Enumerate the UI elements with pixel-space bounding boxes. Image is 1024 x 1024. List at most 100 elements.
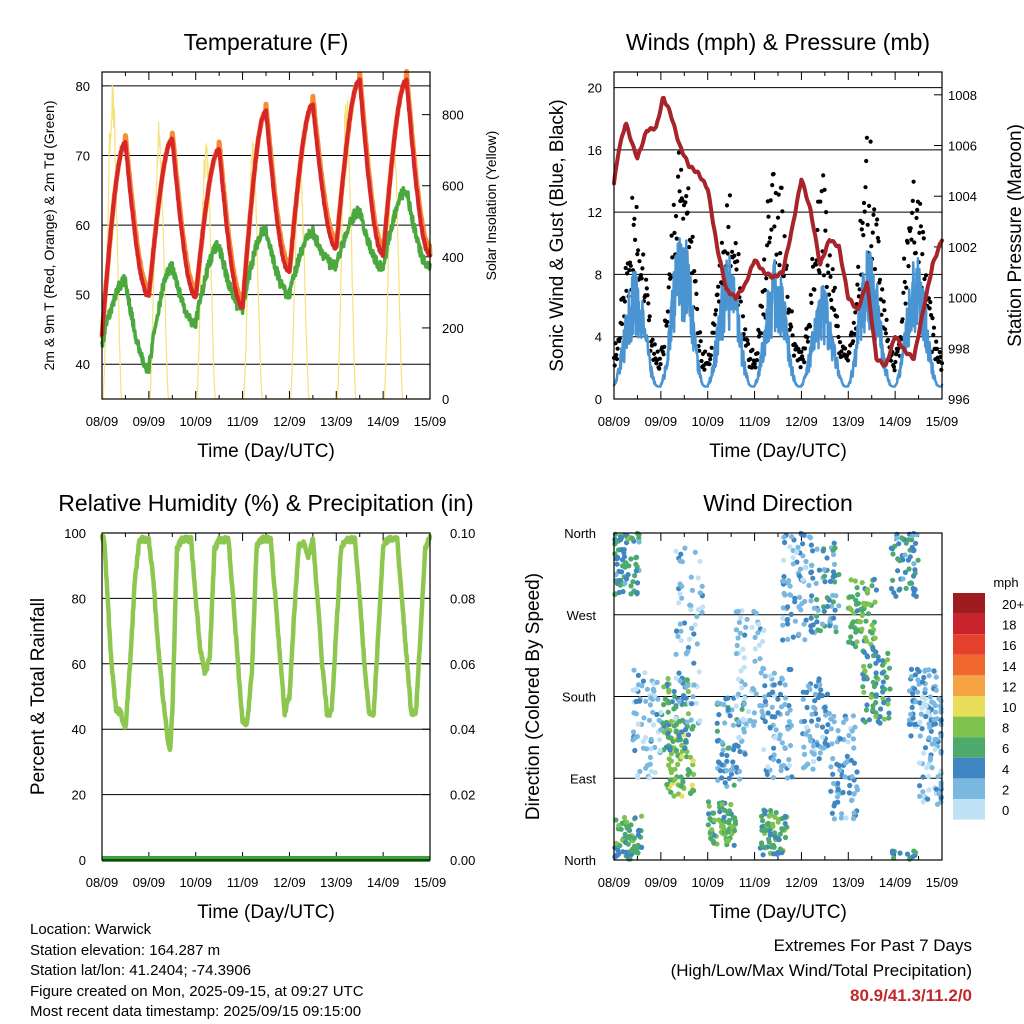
direction-point bbox=[706, 811, 712, 817]
direction-point bbox=[733, 764, 740, 771]
direction-point bbox=[828, 726, 834, 732]
direction-point bbox=[643, 698, 649, 704]
direction-point bbox=[668, 789, 674, 795]
solar-insolation-line bbox=[102, 84, 431, 400]
direction-point bbox=[849, 728, 855, 734]
direction-point bbox=[731, 782, 737, 788]
direction-point bbox=[762, 694, 768, 700]
direction-point bbox=[650, 709, 656, 715]
direction-point bbox=[801, 744, 807, 750]
direction-point bbox=[622, 580, 628, 587]
direction-point bbox=[707, 816, 713, 822]
direction-point bbox=[642, 670, 648, 676]
direction-point bbox=[616, 577, 622, 584]
direction-point bbox=[692, 622, 698, 628]
direction-point bbox=[918, 711, 924, 717]
gust-point bbox=[713, 308, 719, 313]
gust-point bbox=[646, 301, 651, 306]
direction-point bbox=[676, 698, 682, 704]
gust-point bbox=[761, 312, 766, 317]
direction-point bbox=[773, 810, 779, 816]
direction-point bbox=[808, 598, 814, 604]
direction-point bbox=[809, 593, 815, 599]
gust-point bbox=[865, 222, 870, 227]
y-tick-label: 20 bbox=[588, 81, 602, 96]
direction-point bbox=[788, 611, 794, 618]
gust-point bbox=[655, 349, 660, 354]
legend-label: 4 bbox=[1002, 762, 1009, 777]
direction-point bbox=[721, 814, 727, 820]
gust-point bbox=[927, 306, 932, 311]
direction-point bbox=[770, 842, 777, 848]
gust-point bbox=[668, 275, 674, 280]
direction-point bbox=[789, 534, 795, 540]
legend-swatch bbox=[953, 696, 985, 717]
direction-point bbox=[860, 684, 866, 690]
direction-point bbox=[853, 644, 859, 650]
direction-point bbox=[647, 702, 654, 708]
direction-point bbox=[656, 737, 663, 743]
direction-point bbox=[760, 712, 766, 719]
gust-point bbox=[880, 287, 885, 292]
y-tick-label: 50 bbox=[76, 288, 90, 303]
plot-border bbox=[613, 532, 943, 861]
direction-point bbox=[786, 666, 792, 673]
gust-point bbox=[780, 209, 785, 214]
gust-point bbox=[636, 248, 641, 253]
direction-point bbox=[615, 847, 621, 853]
direction-point bbox=[682, 745, 688, 752]
direction-point bbox=[770, 756, 777, 763]
gust-point bbox=[749, 365, 754, 370]
legend-swatch bbox=[953, 757, 985, 779]
direction-point bbox=[681, 620, 688, 626]
direction-point bbox=[695, 575, 701, 581]
gust-point bbox=[683, 200, 688, 205]
gust-point bbox=[799, 349, 804, 354]
x-tick-label: 13/09 bbox=[832, 414, 865, 429]
direction-point bbox=[888, 545, 894, 551]
direction-point bbox=[830, 551, 837, 558]
direction-point bbox=[682, 545, 688, 551]
legend-swatch bbox=[953, 716, 985, 738]
direction-point bbox=[675, 761, 681, 768]
direction-point bbox=[735, 608, 741, 615]
direction-point bbox=[665, 676, 671, 682]
gust-point bbox=[834, 314, 840, 319]
y-axis-label: Percent & Total Rainfall bbox=[28, 598, 49, 795]
gust-point bbox=[802, 360, 807, 365]
direction-point bbox=[637, 768, 643, 775]
direction-point bbox=[761, 747, 767, 753]
direction-point bbox=[804, 704, 810, 711]
y-axis-label: Direction (Colored By Speed) bbox=[523, 573, 544, 820]
gust-point bbox=[614, 352, 619, 358]
direction-point bbox=[635, 772, 641, 779]
direction-point bbox=[759, 842, 765, 849]
direction-point bbox=[822, 740, 828, 746]
direction-point bbox=[752, 658, 758, 664]
gust-point bbox=[734, 267, 739, 272]
gust-point bbox=[778, 251, 783, 256]
direction-point bbox=[908, 674, 915, 680]
direction-point bbox=[769, 714, 775, 720]
direction-point bbox=[837, 767, 843, 773]
direction-point bbox=[640, 678, 647, 684]
direction-point bbox=[933, 674, 939, 680]
direction-point bbox=[910, 715, 916, 721]
gust-point bbox=[647, 314, 652, 319]
legend-label: 8 bbox=[1002, 721, 1009, 736]
direction-point bbox=[684, 719, 690, 725]
gust-point bbox=[638, 273, 644, 278]
direction-point bbox=[635, 832, 642, 838]
direction-point bbox=[759, 638, 766, 645]
direction-point bbox=[834, 794, 841, 800]
direction-point bbox=[815, 607, 821, 613]
direction-point bbox=[770, 775, 777, 781]
direction-point bbox=[679, 729, 685, 735]
direction-point bbox=[625, 536, 632, 542]
gust-point bbox=[769, 227, 774, 232]
direction-point bbox=[738, 668, 744, 674]
direction-point bbox=[787, 742, 794, 749]
direction-point bbox=[840, 789, 846, 796]
direction-point bbox=[916, 760, 923, 766]
gust-point bbox=[693, 279, 698, 284]
